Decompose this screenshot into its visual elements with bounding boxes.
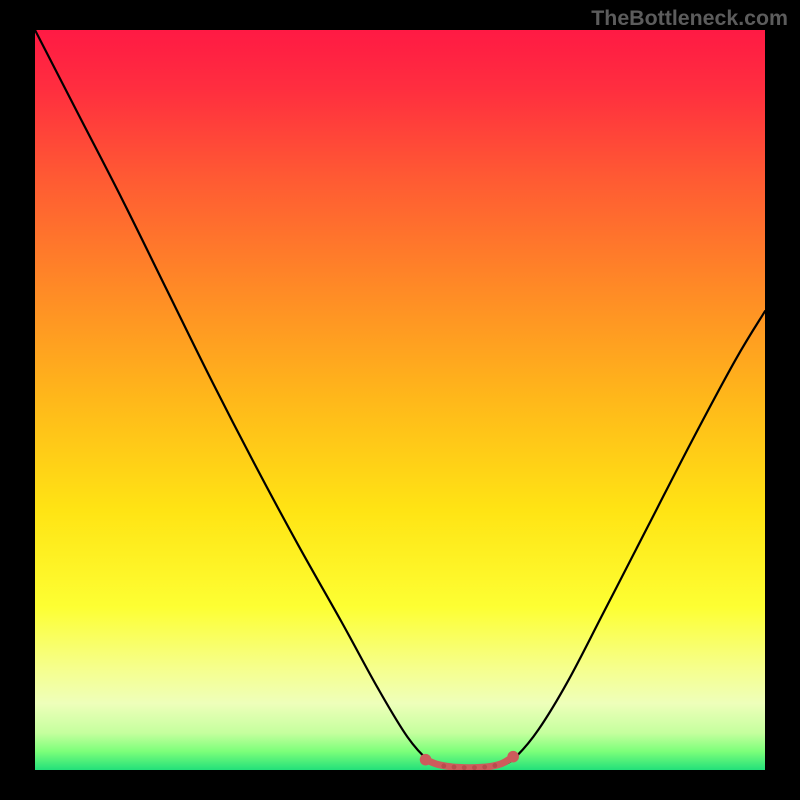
marker-endpoint-dot	[420, 754, 432, 766]
gradient-background	[35, 30, 765, 770]
marker-mid-dot	[482, 765, 487, 770]
marker-mid-dot	[452, 765, 457, 770]
marker-mid-dot	[441, 764, 446, 769]
watermark-text: TheBottleneck.com	[591, 6, 788, 31]
marker-mid-dot	[472, 765, 477, 770]
bottleneck-chart	[0, 0, 800, 800]
marker-mid-dot	[462, 765, 467, 770]
chart-stage: TheBottleneck.com	[0, 0, 800, 800]
marker-mid-dot	[493, 763, 498, 768]
marker-endpoint-dot	[507, 751, 519, 763]
